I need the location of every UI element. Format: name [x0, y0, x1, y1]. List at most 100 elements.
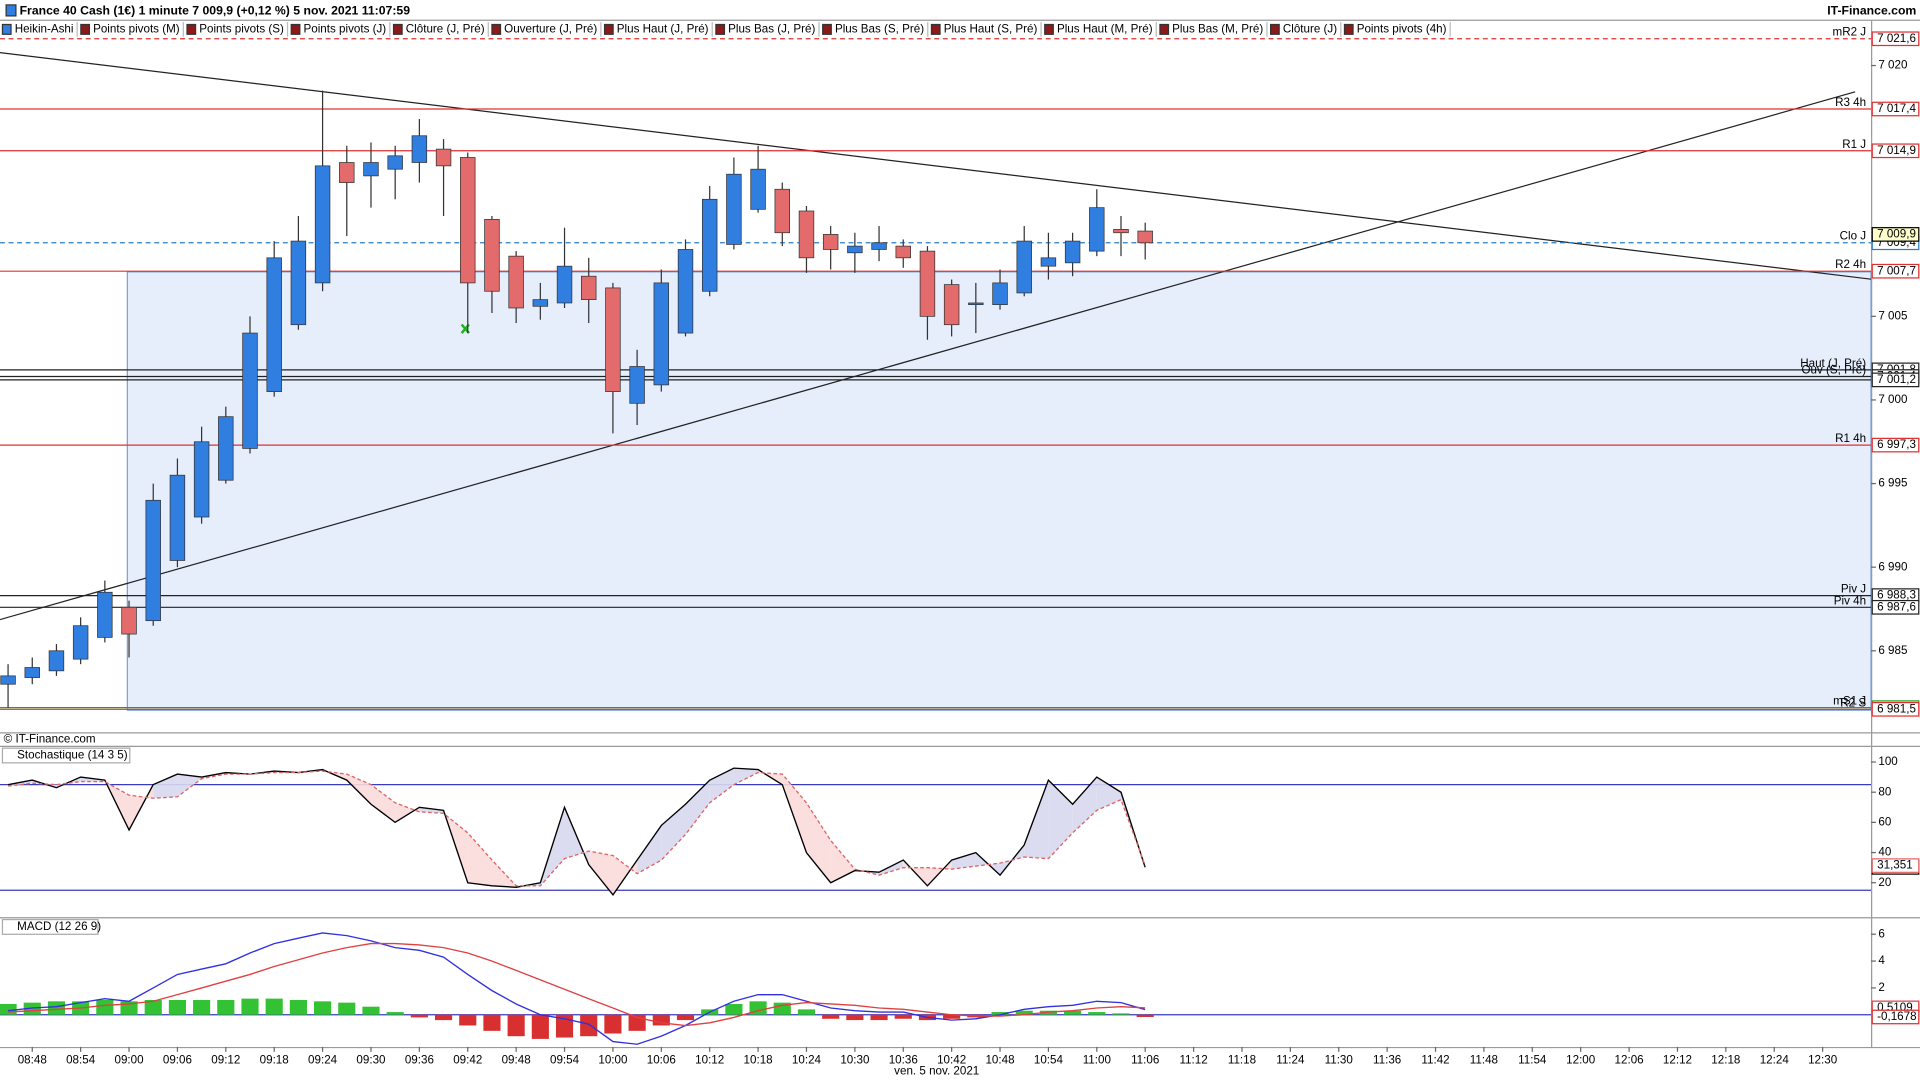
- toolbar: Heikin-Ashi Points pivots (M) Points pivot…: [1, 22, 1451, 37]
- histogram-bar: [241, 998, 259, 1015]
- candle-body: [290, 240, 307, 326]
- candle-body: [1113, 229, 1129, 234]
- indicator-item: Plus Haut (M, Pré): [1057, 22, 1153, 35]
- indicator-icon: [715, 23, 726, 35]
- band-fill: [951, 852, 976, 870]
- series-line: [8, 942, 1146, 1027]
- x-tick-label: 10:42: [937, 1053, 966, 1066]
- y-tick-label: 6 995: [1878, 477, 1907, 490]
- chart-title: France 40 Cash (1€) 1 minute 7 009,9 (+0…: [20, 3, 411, 17]
- x-tick-label: 09:48: [502, 1053, 531, 1066]
- x-tick-label: 09:24: [308, 1053, 338, 1066]
- y-tick-label: 40: [1878, 846, 1891, 859]
- panel-label-box: [1, 918, 99, 935]
- band-fill: [782, 774, 807, 853]
- indicator-item: Plus Bas (S, Pré): [835, 22, 924, 35]
- indicator-item: Ouverture (J, Pré): [504, 22, 597, 35]
- candle-body: [992, 282, 1008, 306]
- candle-body: [72, 625, 89, 660]
- candle-body: [435, 148, 452, 167]
- histogram-bar: [1112, 1013, 1130, 1015]
- candle-body: [508, 255, 524, 309]
- candle-body: [556, 265, 573, 304]
- y-tick-label: 4: [1878, 954, 1885, 967]
- candle-body: [701, 198, 718, 292]
- candle-body: [314, 165, 331, 284]
- level-name: Piv J: [1841, 583, 1866, 596]
- candle-body: [121, 606, 137, 635]
- band-fill: [467, 832, 492, 886]
- band-fill: [661, 804, 686, 861]
- candle-body: [726, 173, 742, 245]
- x-tick-label: 12:00: [1566, 1053, 1596, 1066]
- histogram-bar: [168, 999, 186, 1015]
- candle-body: [387, 155, 403, 170]
- histogram-bar: [507, 1014, 525, 1037]
- histogram-bar: [555, 1014, 574, 1038]
- x-tick-label: 11:48: [1470, 1053, 1498, 1066]
- candle-body: [218, 416, 234, 481]
- histogram-bar: [434, 1014, 453, 1021]
- value-box: [1871, 437, 1920, 453]
- y-tick-label: 7 005: [1878, 309, 1907, 322]
- candle-body: [1040, 257, 1057, 267]
- histogram-bar: [314, 1001, 332, 1015]
- histogram-bar: [894, 1014, 912, 1019]
- histogram-bar: [459, 1014, 477, 1026]
- candle-body: [871, 242, 887, 250]
- candle-body: [266, 257, 282, 392]
- x-tick-label: 12:06: [1615, 1053, 1644, 1066]
- series-line: [8, 932, 1146, 1045]
- candle-body: [411, 135, 428, 163]
- panel-label-box: [1, 747, 131, 764]
- x-tick-label: 11:12: [1179, 1053, 1207, 1066]
- candle-body: [363, 162, 379, 177]
- x-tick-label: 10:12: [695, 1053, 724, 1066]
- x-tick-label: 10:54: [1034, 1053, 1064, 1066]
- band-fill: [1024, 780, 1049, 859]
- value-box: [1871, 263, 1920, 279]
- value-box-label: 6 987,6: [1877, 600, 1916, 613]
- candle-body: [48, 650, 65, 672]
- x-tick-label: 12:12: [1663, 1053, 1692, 1066]
- x-tick-label: 09:18: [260, 1053, 289, 1066]
- indicator-icon: [603, 23, 614, 35]
- range-box: [126, 271, 1872, 711]
- histogram-bar: [193, 999, 211, 1015]
- x-tick-label: 11:30: [1325, 1053, 1354, 1066]
- band-fill: [685, 780, 710, 835]
- x-axis-label: ven. 5 nov. 2021: [894, 1065, 979, 1078]
- x-tick-label: 11:42: [1421, 1053, 1449, 1066]
- histogram-bar: [410, 1014, 428, 1018]
- candle-body: [24, 667, 40, 678]
- indicator-item: Plus Bas (M, Pré): [1172, 22, 1263, 35]
- candle-body: [97, 591, 113, 638]
- x-tick-label: 09:36: [405, 1053, 434, 1066]
- x-tick-label: 10:36: [889, 1053, 918, 1066]
- histogram-bar: [797, 1009, 816, 1015]
- candle-body: [847, 245, 863, 254]
- x-tick-label: 10:48: [985, 1053, 1014, 1066]
- x-tick-label: 10:00: [598, 1053, 628, 1066]
- x-tick-label: 10:06: [647, 1053, 676, 1066]
- band-fill: [733, 768, 759, 785]
- x-tick-label: 11:06: [1131, 1053, 1159, 1066]
- candle-body: [822, 234, 839, 250]
- x-tick-label: 11:54: [1518, 1053, 1547, 1066]
- band-fill: [346, 774, 371, 805]
- value-box-label: 7 001,2: [1877, 373, 1916, 386]
- y-tick-label: 20: [1878, 876, 1891, 889]
- y-tick-label: 7 000: [1878, 393, 1908, 406]
- histogram-bar: [362, 1006, 380, 1015]
- x-tick-label: 09:00: [114, 1053, 144, 1066]
- candle-body: [919, 250, 936, 317]
- candle-body: [1137, 230, 1153, 244]
- indicator-item: Clôture (J, Pré): [406, 22, 485, 35]
- y-tick-label: 7 020: [1878, 59, 1908, 72]
- value-box: [1871, 31, 1920, 47]
- x-tick-label: 09:06: [163, 1053, 192, 1066]
- value-box: [1871, 372, 1920, 388]
- indicator-icon: [186, 23, 197, 35]
- indicator-icon: [491, 23, 502, 35]
- histogram-bar: [217, 999, 235, 1015]
